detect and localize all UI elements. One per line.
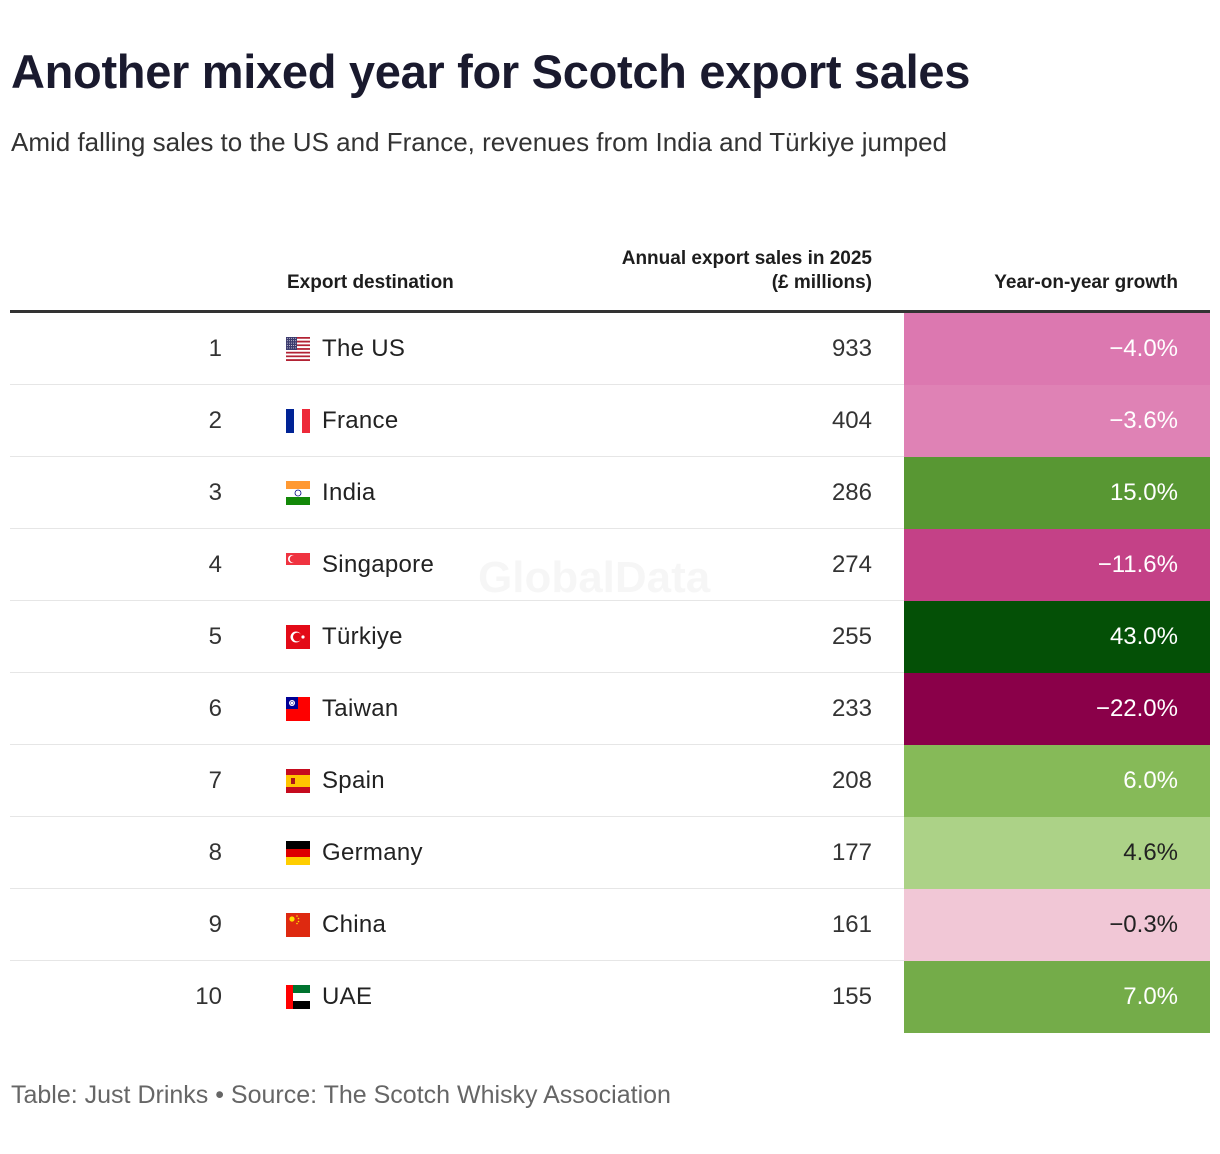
growth-cell: 4.6% <box>904 817 1210 889</box>
sales-cell: 933 <box>831 335 872 362</box>
rank-cell: 10 <box>195 983 222 1010</box>
table-row: 5 Türkiye 255 43.0% <box>10 601 1210 673</box>
growth-cell: −4.0% <box>904 313 1210 385</box>
france-flag-icon <box>286 409 310 433</box>
rank-cell: 1 <box>208 335 222 362</box>
country-cell: Taiwan <box>322 695 399 722</box>
column-header-destination: Export destination <box>287 272 454 293</box>
us-flag-icon <box>286 337 310 361</box>
growth-cell: 7.0% <box>904 961 1210 1033</box>
china-flag-icon <box>286 913 310 937</box>
growth-cell: −22.0% <box>904 673 1210 745</box>
chart-title: Another mixed year for Scotch export sal… <box>11 45 971 98</box>
sales-cell: 255 <box>831 623 872 650</box>
table-row: 4 Singapore 274 −11.6% <box>10 529 1210 601</box>
table-footer: Table: Just Drinks • Source: The Scotch … <box>11 1081 671 1109</box>
sales-cell: 161 <box>831 911 872 938</box>
rank-cell: 2 <box>208 407 222 434</box>
sales-cell: 177 <box>831 839 872 866</box>
header-divider <box>10 310 1210 313</box>
turkiye-flag-icon <box>286 625 310 649</box>
table-row: 9 China 161 −0.3% <box>10 889 1210 961</box>
table-row: 10 UAE 155 7.0% <box>10 961 1210 1033</box>
sales-cell: 404 <box>831 407 872 434</box>
rank-cell: 9 <box>208 911 222 938</box>
table-row: 1 The US 933 −4.0% <box>10 313 1210 385</box>
country-cell: China <box>322 911 387 938</box>
country-cell: Germany <box>322 839 423 866</box>
rank-cell: 3 <box>208 479 222 506</box>
sales-cell: 208 <box>831 767 872 794</box>
watermark: GlobalData <box>478 553 710 603</box>
column-header-sales: Annual export sales in 2025 (£ millions) <box>621 248 872 293</box>
country-cell: Türkiye <box>322 623 403 650</box>
table-row: 8 Germany 177 4.6% <box>10 817 1210 889</box>
growth-cell: −3.6% <box>904 385 1210 457</box>
country-cell: Singapore <box>322 551 435 578</box>
sales-cell: 286 <box>831 479 872 506</box>
rank-cell: 5 <box>208 623 222 650</box>
growth-cell: 6.0% <box>904 745 1210 817</box>
growth-cell: −0.3% <box>904 889 1210 961</box>
table-row: 3 India 286 15.0% <box>10 457 1210 529</box>
rank-cell: 6 <box>208 695 222 722</box>
rank-cell: 7 <box>208 767 222 794</box>
growth-cell: 43.0% <box>904 601 1210 673</box>
germany-flag-icon <box>286 841 310 865</box>
rank-cell: 8 <box>208 839 222 866</box>
singapore-flag-icon <box>286 553 310 577</box>
table-body: 1 The US 933 −4.0% 2 France 404 −3.6% 3 India 286 1… <box>10 313 1210 1033</box>
india-flag-icon <box>286 481 310 505</box>
table-row: 2 France 404 −3.6% <box>10 385 1210 457</box>
chart-subtitle: Amid falling sales to the US and France,… <box>11 127 947 157</box>
uae-flag-icon <box>286 985 310 1009</box>
country-cell: India <box>322 479 376 506</box>
country-cell: France <box>322 407 399 434</box>
growth-cell: −11.6% <box>904 529 1210 601</box>
taiwan-flag-icon <box>286 697 310 721</box>
sales-cell: 233 <box>831 695 872 722</box>
growth-cell: 15.0% <box>904 457 1210 529</box>
rank-cell: 4 <box>208 551 222 578</box>
column-header-growth: Year-on-year growth <box>994 272 1178 293</box>
table-row: 6 Taiwan 233 −22.0% <box>10 673 1210 745</box>
table-row: 7 Spain 208 6.0% <box>10 745 1210 817</box>
sales-cell: 155 <box>831 983 872 1010</box>
country-cell: Spain <box>322 767 385 794</box>
country-cell: UAE <box>322 983 373 1010</box>
country-cell: The US <box>322 335 406 362</box>
spain-flag-icon <box>286 769 310 793</box>
sales-cell: 274 <box>831 551 872 578</box>
